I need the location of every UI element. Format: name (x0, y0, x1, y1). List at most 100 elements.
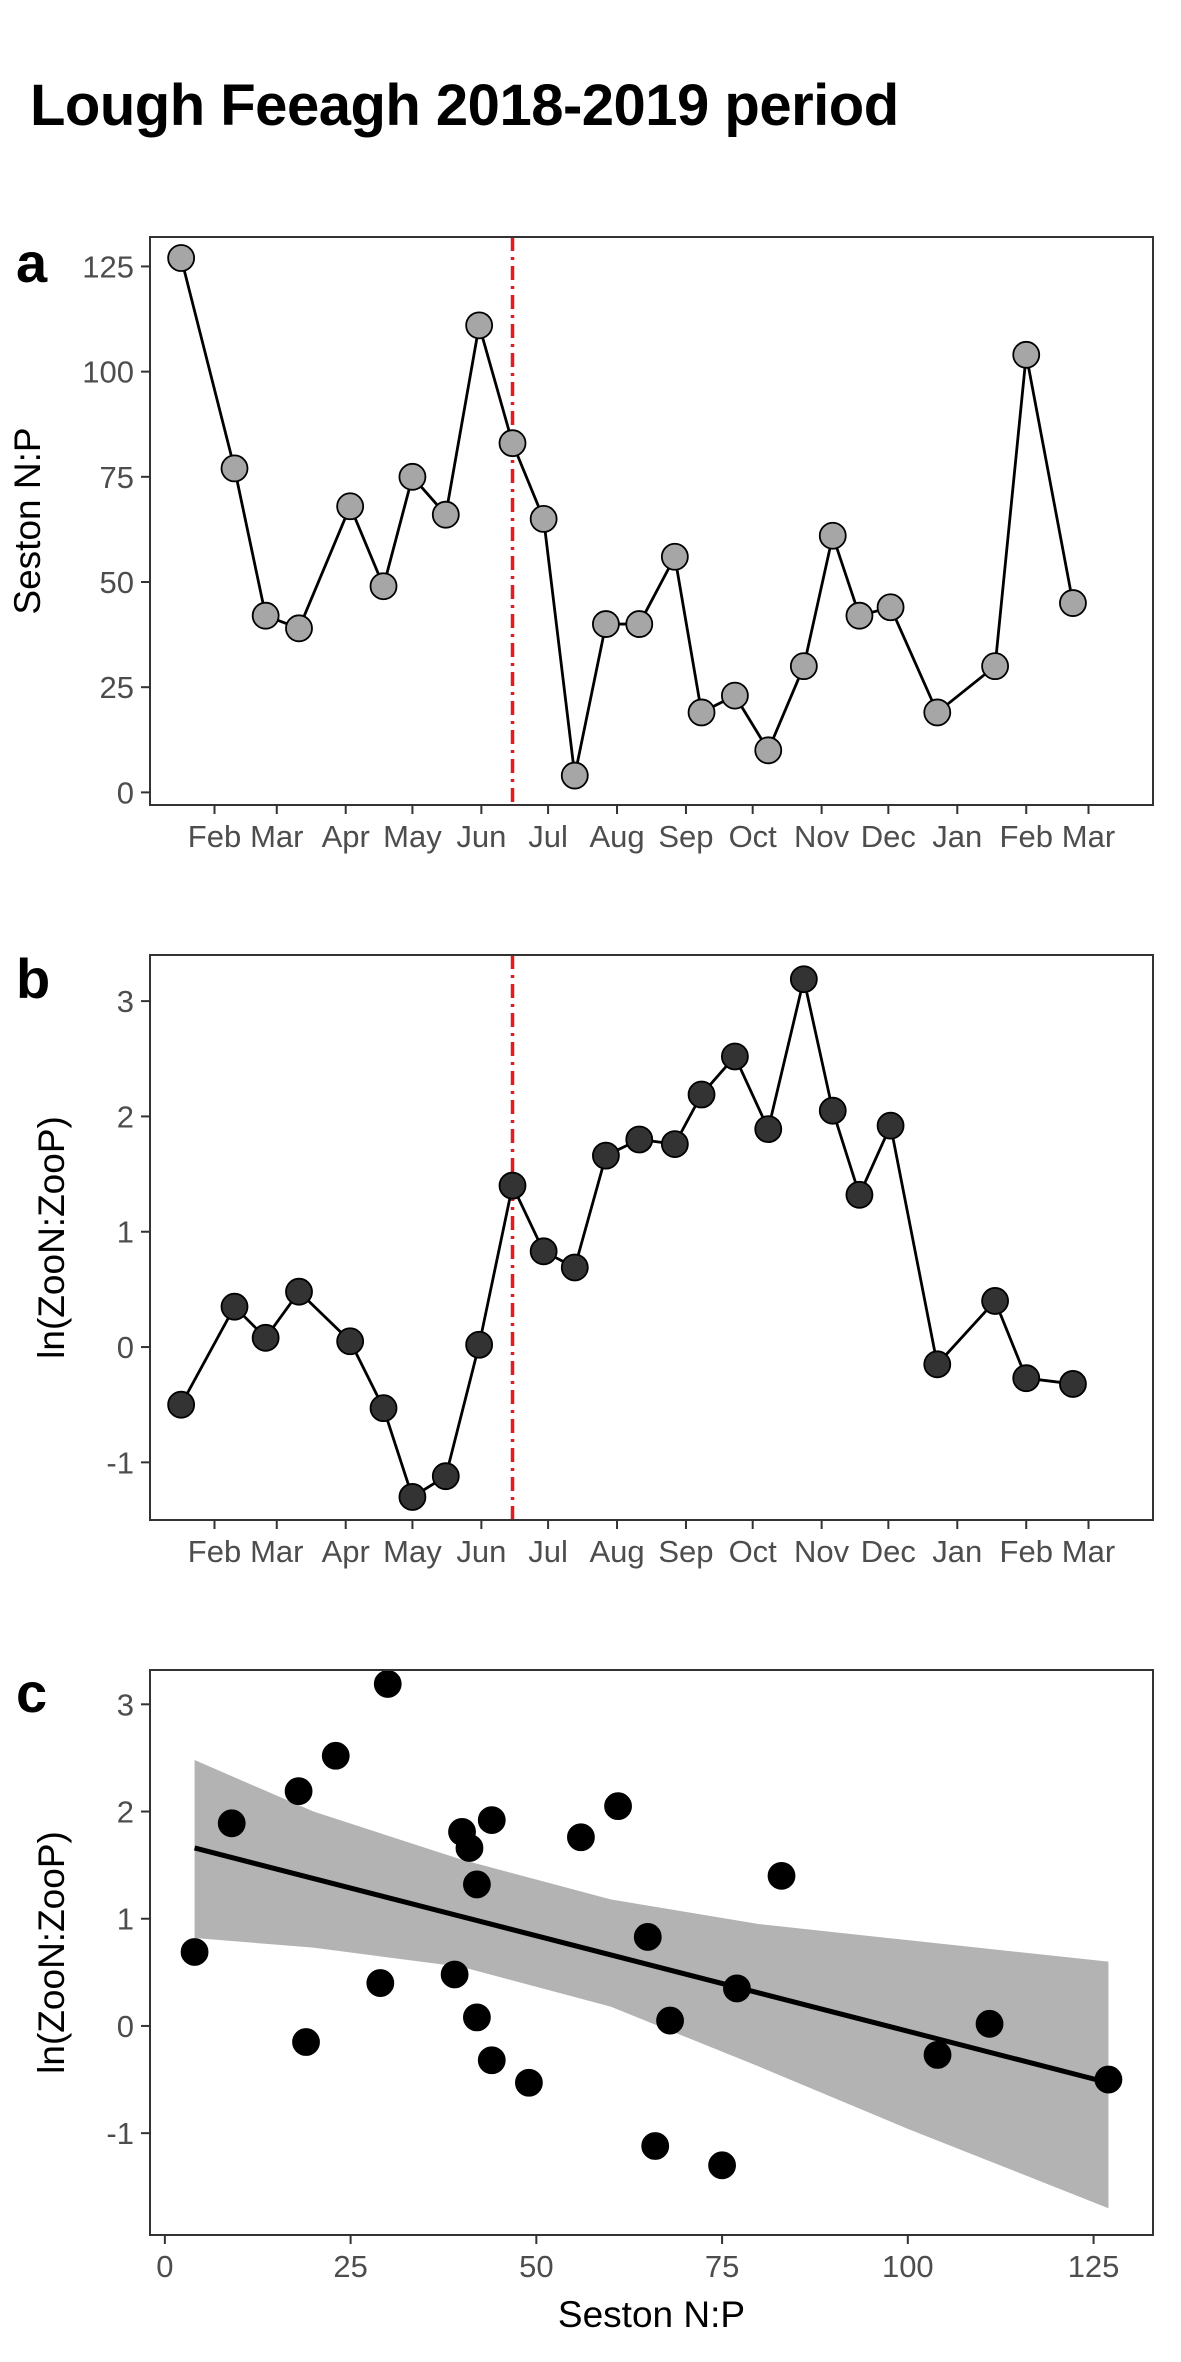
y-tick-label: 1 (117, 1902, 134, 1937)
x-tick-label: Jul (528, 819, 568, 854)
data-point (515, 2068, 543, 2097)
y-tick-label: 3 (117, 984, 134, 1019)
x-tick-label: Apr (322, 819, 370, 854)
data-point (981, 1287, 1009, 1315)
y-tick-label: 50 (100, 565, 134, 600)
x-tick-label: 0 (156, 2249, 173, 2284)
x-tick-label: Mar (1062, 819, 1115, 854)
y-tick-label: 1 (117, 1215, 134, 1250)
data-point (923, 1350, 952, 1379)
x-tick-label: 100 (882, 2249, 934, 2284)
x-tick-label: Oct (729, 819, 778, 854)
x-tick-label: 25 (333, 2249, 367, 2284)
data-point (720, 1042, 749, 1071)
data-point (455, 1834, 484, 1862)
x-tick-label: Oct (729, 1534, 778, 1569)
data-point (285, 1277, 313, 1306)
x-tick-label: May (383, 1534, 442, 1569)
data-point (167, 1390, 196, 1419)
data-point (465, 1330, 494, 1359)
data-point (923, 2040, 952, 2069)
x-tick-label: Feb (1000, 819, 1053, 854)
x-tick-label: May (383, 819, 442, 854)
data-point (560, 761, 589, 790)
x-tick-label: Sep (658, 819, 713, 854)
data-point (465, 311, 494, 340)
data-point (754, 1115, 783, 1144)
data-point (463, 2003, 491, 2032)
y-axis-title: ln(ZooN:ZooP) (31, 1831, 72, 2074)
data-point (498, 1171, 527, 1200)
y-tick-label: 0 (117, 2009, 134, 2044)
data-point (818, 521, 847, 550)
x-tick-label: Jan (932, 1534, 982, 1569)
x-tick-label: Dec (861, 1534, 916, 1569)
panel-c: c -1 0 1 2 3 0 25 50 75 100 125 ln(ZooN:ZooP) Seston … (16, 1661, 1154, 2335)
data-point (292, 2028, 320, 2056)
data-point (1012, 1364, 1041, 1393)
data-point (336, 492, 365, 521)
data-point (789, 965, 818, 994)
y-axis-title: ln(ZooN:ZooP) (31, 1116, 72, 1359)
data-point (923, 698, 952, 727)
data-point (217, 1809, 246, 1838)
x-tick-label: Feb (188, 1534, 241, 1569)
x-tick-label: Dec (861, 819, 916, 854)
data-point (720, 681, 749, 710)
data-point (560, 1253, 589, 1282)
data-point (398, 462, 427, 491)
data-point (321, 1741, 350, 1770)
data-point (845, 601, 874, 630)
data-point (251, 1323, 280, 1352)
data-point (592, 1141, 620, 1170)
x-tick-label: Aug (589, 819, 644, 854)
data-point (876, 1111, 905, 1140)
x-tick-label: 50 (519, 2249, 553, 2284)
x-tick-label: Mar (250, 1534, 303, 1569)
data-point (1059, 589, 1087, 617)
fit-line (193, 1845, 1110, 2086)
data-point (251, 601, 280, 630)
x-tick-label: Jan (932, 819, 982, 854)
data-point (660, 1130, 689, 1159)
data-point (220, 1292, 249, 1321)
data-point (604, 1792, 632, 1821)
plot-frame (149, 236, 1154, 806)
panel-b: b -1 0 1 2 3 Feb Mar Apr May Jun Jul Aug Sep Oct Nov Dec… (16, 947, 1154, 1569)
data-point (687, 698, 716, 727)
panel-letter: a (16, 231, 48, 294)
data-point (336, 1327, 365, 1356)
data-point (687, 1080, 716, 1109)
data-point (529, 1237, 558, 1266)
data-point (754, 736, 783, 765)
panel-letter: c (16, 1661, 47, 1724)
data-point (463, 1870, 491, 1899)
data-point (789, 652, 818, 681)
y-tick-label: 0 (117, 775, 134, 810)
data-point (369, 1394, 398, 1423)
data-point (818, 1096, 847, 1125)
data-point (641, 2132, 670, 2160)
data-point (440, 1960, 469, 1989)
x-tick-label: Feb (1000, 1534, 1053, 1569)
y-tick-label: 3 (117, 1687, 134, 1722)
data-point (284, 1777, 313, 1806)
data-point (723, 1974, 751, 2003)
y-tick-label: -1 (106, 1445, 134, 1480)
data-point (708, 2151, 736, 2180)
panel-a: a 0 25 50 75 100 125 Feb Mar Apr May Jun Jul Aug Sep Oc… (7, 231, 1154, 854)
y-tick-label: 75 (100, 460, 134, 495)
y-tick-label: 2 (117, 1795, 134, 1830)
x-tick-label: Mar (250, 819, 303, 854)
data-point (167, 244, 196, 272)
panel-letter: b (16, 947, 50, 1010)
data-point (625, 1125, 654, 1154)
plot-frame (149, 1669, 1154, 2236)
y-tick-label: -1 (106, 2116, 134, 2151)
y-tick-label: 125 (82, 249, 134, 284)
data-point (431, 500, 460, 529)
data-point (633, 1923, 662, 1951)
data-point (592, 610, 620, 638)
data-point (981, 652, 1009, 681)
